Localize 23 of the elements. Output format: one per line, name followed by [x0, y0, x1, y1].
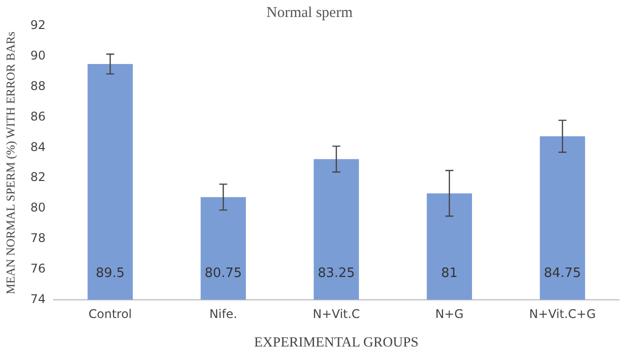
data-label: 89.5: [96, 266, 125, 282]
y-tick-label: 78: [30, 231, 46, 246]
y-tick-label: 82: [30, 170, 46, 184]
data-label: 81: [441, 266, 458, 282]
y-tick-label: 90: [30, 48, 46, 63]
x-tick-label: Control: [88, 307, 132, 322]
x-tick-label: N+Vit.C: [312, 307, 360, 322]
y-tick-label: 84: [30, 140, 46, 154]
data-label: 80.75: [204, 266, 242, 282]
x-axis-title: EXPERIMENTAL GROUPS: [254, 335, 419, 350]
y-tick-label: 86: [30, 109, 46, 124]
data-label: 83.25: [318, 266, 355, 282]
y-tick-label: 74: [30, 292, 46, 306]
data-label: 84.75: [544, 266, 582, 282]
chart-title: Normal sperm: [266, 4, 353, 21]
y-axis-title: MEAN NORMAL SPERM (%) WITH ERROR BARs: [3, 31, 18, 294]
x-tick-label: Nife.: [209, 307, 238, 322]
y-tick-label: 80: [30, 200, 46, 215]
x-tick-label: N+G: [435, 307, 464, 322]
x-tick-label: N+Vit.C+G: [529, 307, 596, 322]
y-tick-label: 92: [30, 18, 46, 32]
y-tick-label: 76: [30, 262, 46, 276]
y-tick-label: 88: [30, 78, 46, 93]
